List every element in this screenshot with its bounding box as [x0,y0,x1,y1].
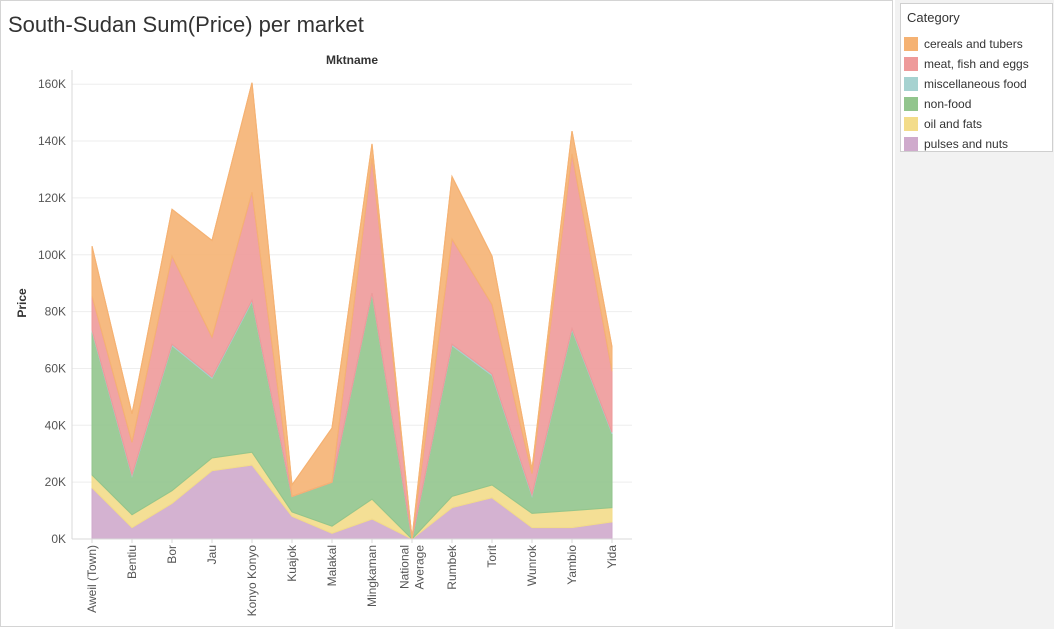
legend-swatch [904,37,918,51]
x-tick-label: Kuajok [285,544,299,582]
x-tick-label: Jau [205,545,219,564]
x-tick-label: Konyo Konyo [245,545,259,617]
legend-label: non-food [924,97,972,111]
y-tick-label: 40K [45,418,66,432]
legend-swatch [904,137,918,151]
legend-label: oil and fats [924,117,983,131]
y-tick-label: 60K [45,361,66,375]
legend-label: cereals and tubers [924,37,1023,51]
legend-item-cereals-and-tubers[interactable]: cereals and tubers [904,35,1023,53]
legend-label: miscellaneous food [924,77,1027,91]
x-tick-label: Average [413,545,427,590]
legend-item-non-food[interactable]: non-food [904,95,971,113]
chart-title: South-Sudan Sum(Price) per market [8,12,364,37]
y-tick-label: 160K [38,77,66,91]
x-tick-label: Wunrok [525,544,539,586]
x-tick-label: Bentiu [125,545,139,579]
legend-label: pulses and nuts [924,137,1009,151]
y-tick-label: 100K [38,248,66,262]
x-tick-label: Malakal [325,545,339,586]
legend-item-miscellaneous-food[interactable]: miscellaneous food [904,75,1027,93]
legend-item-pulses-and-nuts[interactable]: pulses and nuts [904,135,1008,153]
legend[interactable]: Category cereals and tubers meat, fish a… [900,3,1053,152]
legend-swatch [904,57,918,71]
x-tick-label: Bor [165,545,179,564]
legend-swatch [904,97,918,111]
x-tick-label: Rumbek [445,544,459,590]
legend-swatch [904,117,918,131]
y-tick-label: 80K [45,305,66,319]
stacked-area-chart[interactable]: Mktname Price 0K 20K 40K 60K 80K 100K 120K 140K… [0,0,893,627]
line-cereals-and-tubers [91,82,613,540]
y-tick-label: 120K [38,191,66,205]
legend-item-meat-fish-and-eggs[interactable]: meat, fish and eggs [904,55,1029,73]
x-tick-label: Aweil (Town) [85,545,99,613]
legend-label: meat, fish and eggs [924,57,1029,71]
column-header: Mktname [326,53,378,67]
y-axis-title: Price [15,288,29,318]
legend-title: Category [907,10,960,25]
legend-item-oil-and-fats[interactable]: oil and fats [904,115,982,133]
legend-swatch [904,77,918,91]
y-tick-label: 0K [51,532,66,546]
x-tick-label: National [398,545,412,589]
y-tick-label: 140K [38,134,66,148]
x-tick-label: Yambio [565,545,579,585]
x-tick-label: Torit [485,544,499,567]
x-tick-label: Yida [605,545,619,569]
x-tick-label: Mingkaman [365,545,379,607]
y-tick-label: 20K [45,475,66,489]
